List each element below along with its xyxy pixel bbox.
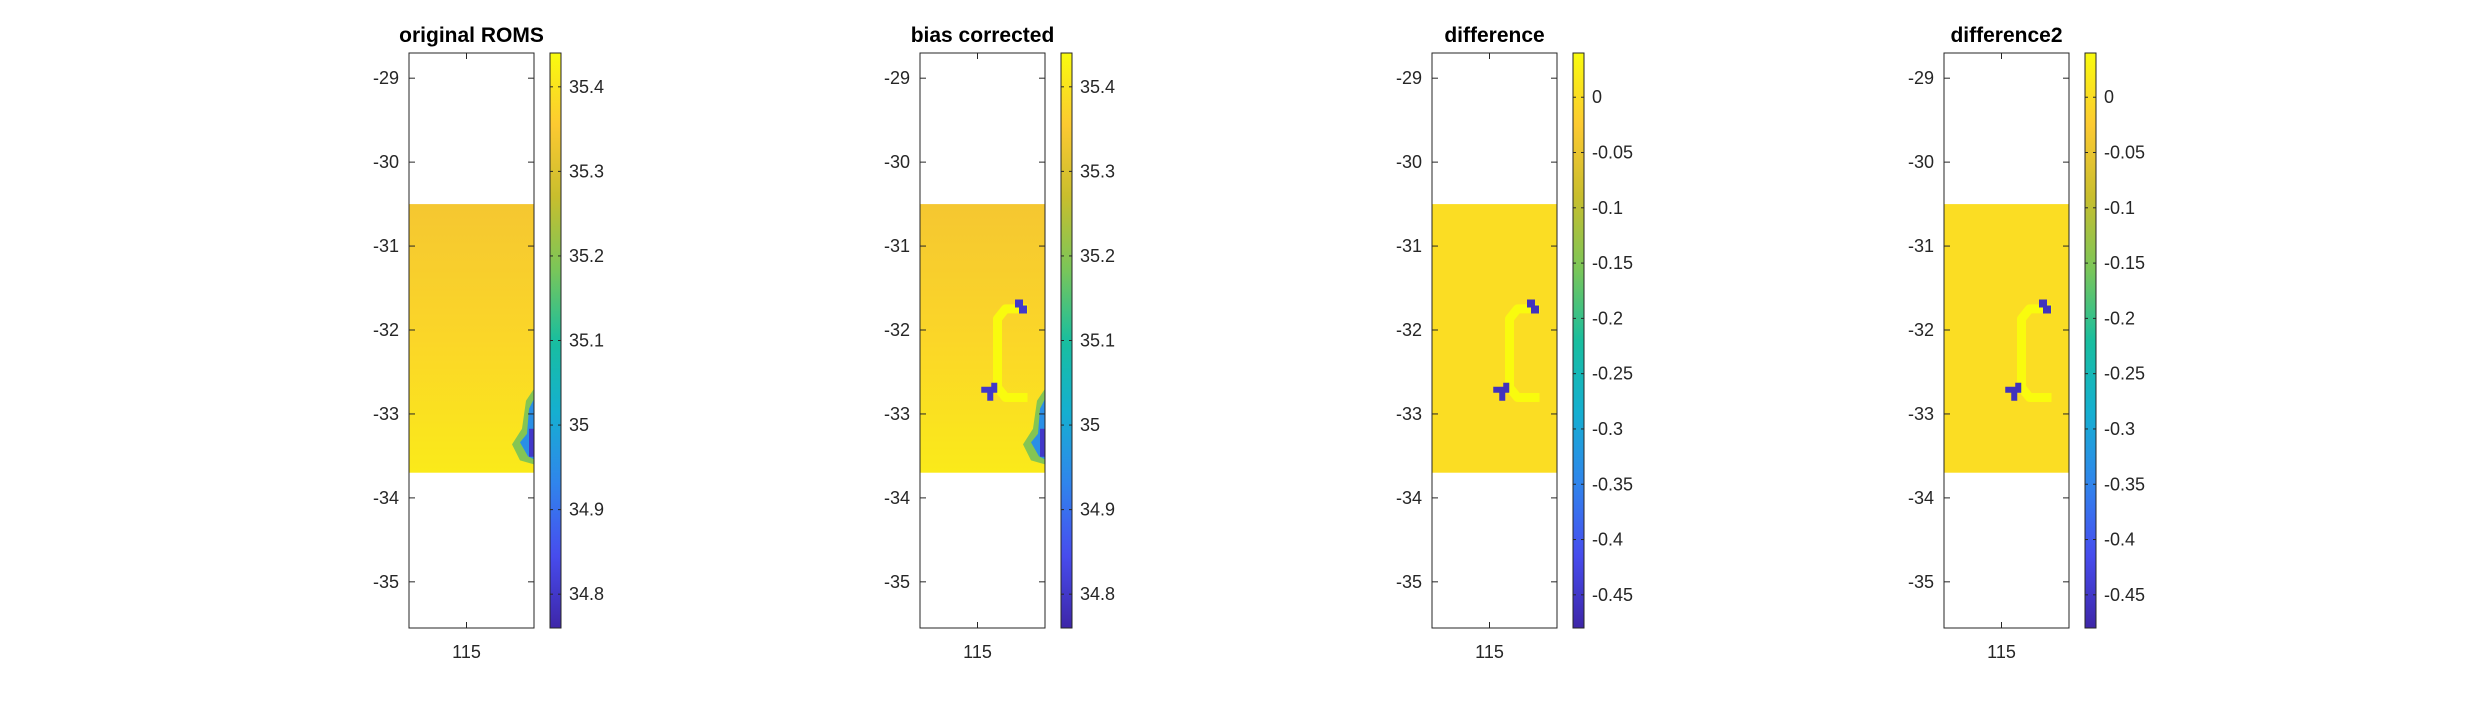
- colorbar-tick-label: 35: [1080, 415, 1100, 435]
- low-blob-upper: [2039, 299, 2051, 314]
- y-tick-label: -33: [1908, 404, 1934, 424]
- data-field: [920, 204, 1045, 473]
- colorbar-tick-label: 34.8: [569, 584, 604, 604]
- y-tick-label: -31: [1908, 236, 1934, 256]
- colorbar-tick-label: 0: [2104, 87, 2114, 107]
- colorbar-tick-label: 35.1: [1080, 331, 1115, 351]
- low-blob-lower: [1493, 382, 1510, 401]
- y-tick-label: -31: [373, 236, 399, 256]
- y-tick-label: -32: [1396, 320, 1422, 340]
- low-blob-upper: [1015, 299, 1027, 314]
- y-tick-label: -33: [884, 404, 910, 424]
- data-field: [1944, 204, 2069, 473]
- y-tick-label: -35: [1908, 572, 1934, 592]
- colorbar-tick-label: -0.25: [2104, 364, 2145, 384]
- y-tick-label: -32: [1908, 320, 1934, 340]
- y-tick-label: -29: [1396, 68, 1422, 88]
- x-tick-label: 115: [1475, 642, 1504, 662]
- y-tick-label: -35: [1396, 572, 1422, 592]
- colorbar-tick-label: -0.2: [1592, 308, 1623, 328]
- colorbar-tick-label: -0.4: [1592, 530, 1623, 550]
- colorbar-tick-label: -0.1: [1592, 198, 1623, 218]
- panel-3: difference -29 -30 -31 -32 -33 -34 -35 115 0 -0.05…: [1396, 24, 1633, 662]
- panel-title: difference2: [1950, 24, 2062, 47]
- low-blob-upper: [1527, 299, 1539, 314]
- colorbar: [2084, 52, 2097, 629]
- y-tick-label: -34: [1396, 488, 1422, 508]
- coastal-min-strip: [529, 428, 534, 457]
- panel-title: bias corrected: [911, 24, 1055, 47]
- colorbar-tick-label: -0.4: [2104, 530, 2135, 550]
- y-tick-label: -29: [1908, 68, 1934, 88]
- axes-box: [408, 52, 535, 629]
- y-tick-label: -31: [884, 236, 910, 256]
- colorbar-tick-label: -0.2: [2104, 308, 2135, 328]
- low-blob-lower: [981, 382, 998, 401]
- colorbar-tick-label: 0: [1592, 87, 1602, 107]
- y-tick-label: -31: [1396, 236, 1422, 256]
- colorbar-tick-label: -0.15: [2104, 253, 2145, 273]
- data-field: [409, 204, 534, 473]
- axes-box: [1431, 52, 1558, 629]
- y-tick-label: -35: [373, 572, 399, 592]
- colorbar-tick-label: 34.8: [1080, 584, 1115, 604]
- colorbar-tick-label: -0.3: [2104, 419, 2135, 439]
- colorbar-tick-label: -0.15: [1592, 253, 1633, 273]
- colorbar-tick-label: 35.2: [1080, 246, 1115, 266]
- colorbar-tick-label: 35.3: [1080, 161, 1115, 181]
- colorbar-tick-label: -0.05: [1592, 143, 1633, 163]
- colorbar-tick-label: 35.4: [1080, 77, 1115, 97]
- bracket-feature: [1505, 304, 1540, 402]
- y-tick-label: -32: [373, 320, 399, 340]
- colorbar-tick-label: -0.3: [1592, 419, 1623, 439]
- panel-title: original ROMS: [399, 24, 544, 47]
- colorbar: [1572, 52, 1585, 629]
- colorbar-tick-label: 35.3: [569, 161, 604, 181]
- colorbar-tick-label: -0.45: [1592, 585, 1633, 605]
- panel-2: bias corrected -29 -30 -31 -32 -33 -34 -35 115 35…: [884, 24, 1115, 662]
- y-tick-label: -30: [1908, 152, 1934, 172]
- x-tick-label: 115: [1987, 642, 2016, 662]
- bracket-feature: [993, 304, 1028, 402]
- x-tick-label: 115: [452, 642, 481, 662]
- x-tick-label: 115: [963, 642, 992, 662]
- colorbar-tick-label: 34.9: [1080, 500, 1115, 520]
- low-blob-lower: [2005, 382, 2022, 401]
- panel-4: difference2 -29 -30 -31 -32 -33 -34 -35 115 0 -0.0…: [1908, 24, 2145, 662]
- axes-box: [1943, 52, 2070, 629]
- colorbar-tick-label: -0.35: [2104, 474, 2145, 494]
- y-tick-label: -32: [884, 320, 910, 340]
- y-tick-label: -33: [1396, 404, 1422, 424]
- colorbar-tick-label: -0.35: [1592, 474, 1633, 494]
- colorbar-tick-label: 35.2: [569, 246, 604, 266]
- coastal-min-strip: [1040, 428, 1045, 457]
- colorbar-tick-label: -0.45: [2104, 585, 2145, 605]
- y-tick-label: -30: [373, 152, 399, 172]
- y-tick-label: -30: [884, 152, 910, 172]
- y-tick-label: -30: [1396, 152, 1422, 172]
- y-tick-label: -34: [884, 488, 910, 508]
- y-tick-label: -34: [373, 488, 399, 508]
- colorbar-tick-label: 35.4: [569, 77, 604, 97]
- y-tick-label: -29: [373, 68, 399, 88]
- axes-box: [919, 52, 1046, 629]
- colorbar-tick-label: -0.1: [2104, 198, 2135, 218]
- colorbar-tick-label: 35.1: [569, 331, 604, 351]
- data-field: [1432, 204, 1557, 473]
- panel-title: difference: [1444, 24, 1544, 47]
- y-tick-label: -34: [1908, 488, 1934, 508]
- colorbar-tick-label: 35: [569, 415, 589, 435]
- y-tick-label: -35: [884, 572, 910, 592]
- colorbar-tick-label: -0.25: [1592, 364, 1633, 384]
- colorbar-tick-label: 34.9: [569, 500, 604, 520]
- colorbar-tick-label: -0.05: [2104, 143, 2145, 163]
- y-tick-label: -33: [373, 404, 399, 424]
- panel-1: original ROMS -29 -30 -31 -32 -33 -34 -35 115 35.…: [373, 24, 604, 662]
- bracket-feature: [2017, 304, 2052, 402]
- y-tick-label: -29: [884, 68, 910, 88]
